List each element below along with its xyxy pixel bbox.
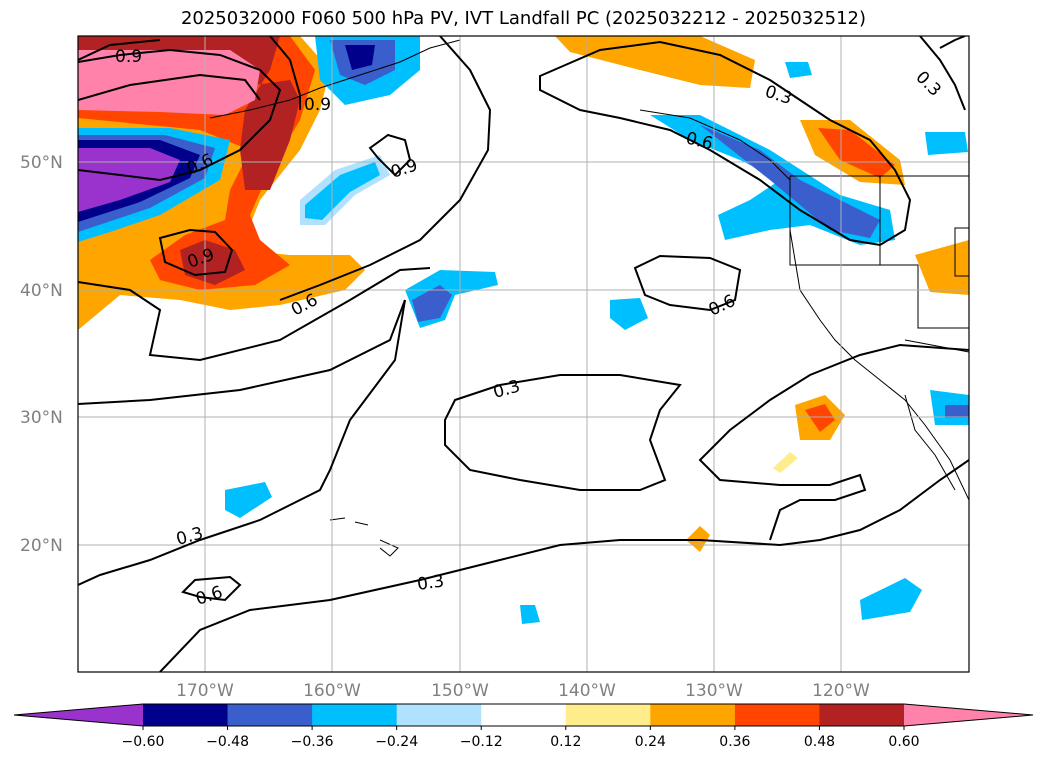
colorbar-extend-min	[14, 704, 143, 726]
contour-label: 0.9	[304, 95, 331, 115]
colorbar-tick-label: −0.36	[291, 734, 334, 750]
colorbar-segment	[650, 704, 736, 726]
lon-label: 160°W	[303, 681, 361, 701]
colorbar-tick-label: −0.24	[375, 734, 418, 750]
contour-label: 0.3	[491, 377, 522, 403]
colorbar-segment	[312, 704, 398, 726]
colorbar-tick-label: 0.24	[635, 734, 666, 750]
ivt-contours	[78, 36, 969, 672]
colorbar-tick-label: −0.60	[122, 734, 165, 750]
contour-label: 0.6	[193, 582, 225, 609]
lat-label: 50°N	[20, 153, 63, 173]
lon-label: 140°W	[558, 681, 616, 701]
coastlines	[209, 39, 969, 557]
colorbar-segment	[481, 704, 567, 726]
colorbar-segment	[819, 704, 905, 726]
colorbar-segment	[565, 704, 651, 726]
gridlines	[78, 36, 969, 672]
contour-label: 0.3	[911, 67, 944, 100]
colorbar-segment	[227, 704, 313, 726]
lat-labels: 50°N 40°N 30°N 20°N	[20, 153, 63, 556]
colorbar: −0.60 −0.48 −0.36 −0.24 −0.12 0.12 0.24 0.36 0.4…	[13, 703, 1034, 750]
lat-label: 40°N	[20, 281, 63, 301]
lon-label: 170°W	[176, 681, 234, 701]
colorbar-segment	[396, 704, 482, 726]
contour-label: 0.3	[762, 82, 794, 109]
contour-label: 0.3	[416, 571, 446, 595]
lon-label: 130°W	[685, 681, 743, 701]
contour-label: 0.9	[115, 47, 142, 67]
colorbar-tick-label: 0.36	[719, 734, 750, 750]
contour-label: 0.9	[388, 155, 420, 182]
lon-label: 150°W	[431, 681, 489, 701]
colorbar-segment	[734, 704, 820, 726]
colorbar-tick-label: 0.60	[888, 734, 919, 750]
map-title: 2025032000 F060 500 hPa PV, IVT Landfall…	[180, 8, 867, 29]
lat-label: 30°N	[20, 408, 63, 428]
colorbar-extend-max	[904, 704, 1033, 726]
colorbar-tick-label: −0.12	[460, 734, 503, 750]
contour-label: 0.6	[706, 291, 739, 321]
colorbar-tick-label: 0.12	[550, 734, 581, 750]
map-frame	[77, 35, 970, 673]
colorbar-segment	[143, 704, 229, 726]
lon-label: 120°W	[812, 681, 870, 701]
lat-label: 20°N	[20, 536, 63, 556]
lon-labels: 170°W 160°W 150°W 140°W 130°W 120°W	[176, 681, 870, 701]
colorbar-tick-label: 0.48	[804, 734, 835, 750]
map-panel: 0.9 0.9 0.9 0.9 0.6 0.6 0.6 0.6 0.6 0.3 …	[78, 36, 969, 672]
borders	[789, 175, 969, 353]
colorbar-tick-label: −0.48	[206, 734, 249, 750]
contour-label: 0.3	[174, 524, 205, 550]
